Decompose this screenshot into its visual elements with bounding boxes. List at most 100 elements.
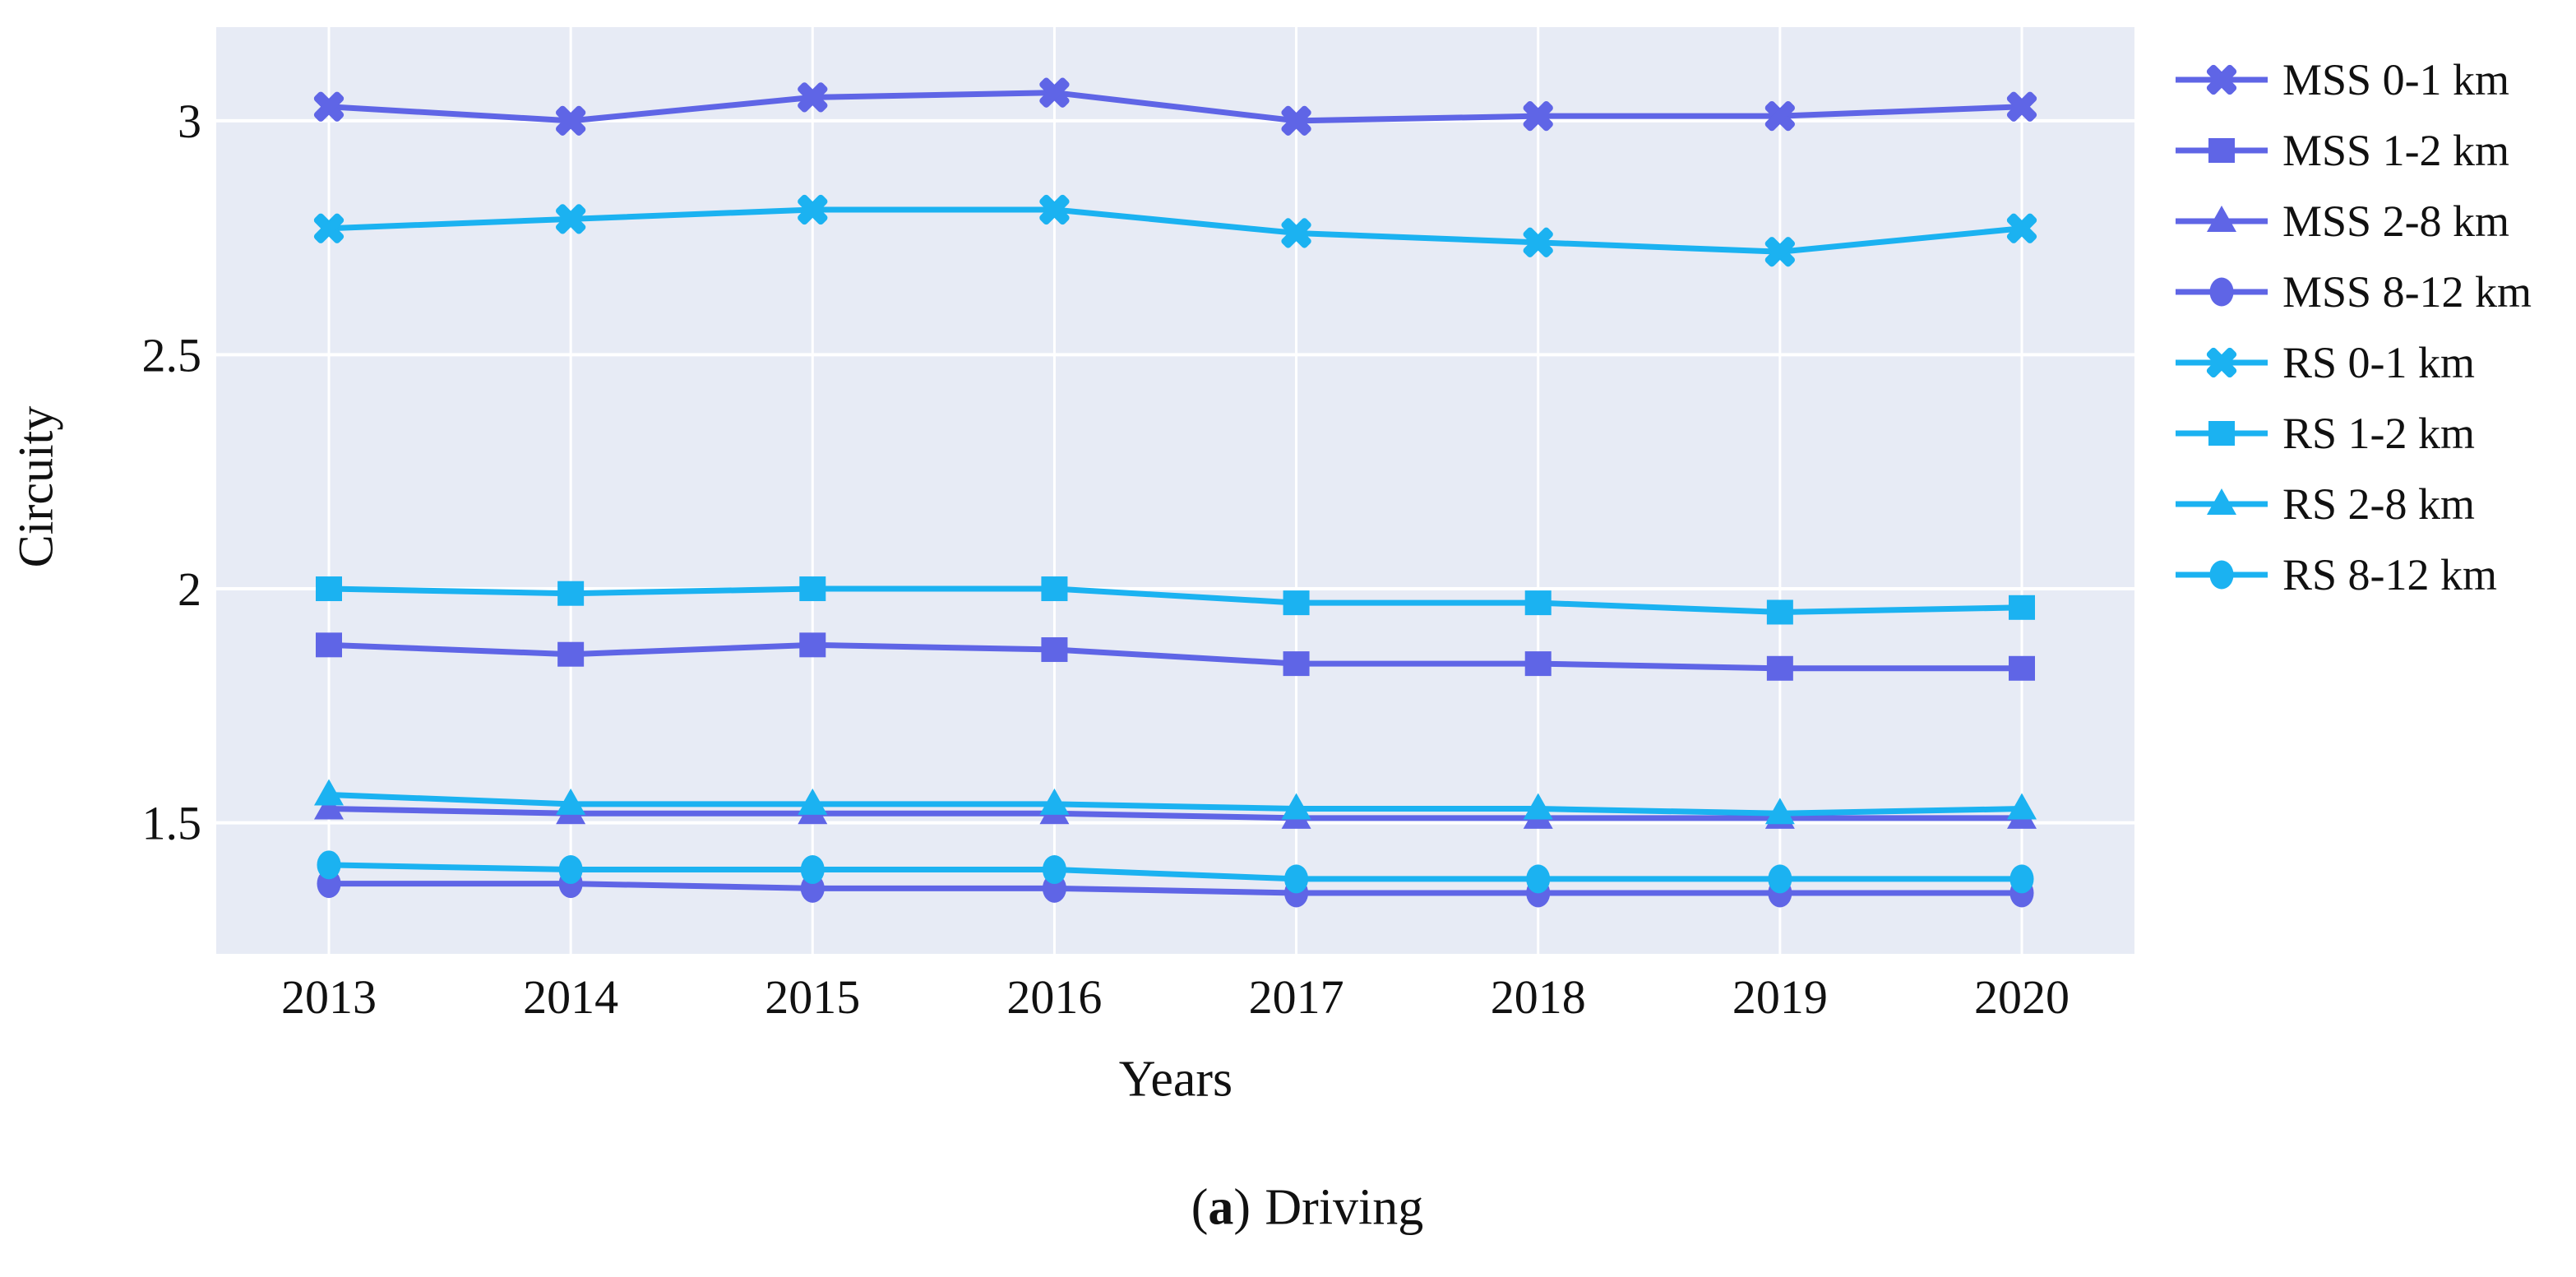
marker-square (2208, 138, 2235, 163)
y-tick-label: 3 (178, 95, 201, 148)
marker-x (1039, 77, 1070, 108)
marker-square (799, 576, 826, 602)
marker-x (556, 204, 586, 234)
marker-square (557, 581, 585, 606)
plot-background (216, 27, 2134, 954)
x-axis-title: Years (1118, 1051, 1233, 1108)
legend-triangle-marker-icon (2176, 206, 2268, 232)
marker-x (2206, 64, 2237, 95)
x-tick-label: 2019 (1732, 970, 1828, 1024)
marker-circle (1284, 864, 1309, 894)
y-tick-label: 2.5 (142, 328, 202, 382)
marker-square (1283, 651, 1310, 677)
marker-square (557, 641, 585, 667)
marker-square (2009, 595, 2035, 620)
legend-item-mss-8-12-km: MSS 8-12 km (2172, 257, 2532, 327)
marker-square (316, 632, 342, 658)
legend-label: RS 2-8 km (2282, 479, 2476, 529)
marker-square (1524, 590, 1552, 616)
marker-triangle (2207, 206, 2236, 232)
marker-circle (2209, 560, 2234, 590)
marker-square (2009, 655, 2035, 681)
marker-circle (2209, 277, 2234, 307)
marker-x (2206, 347, 2237, 378)
marker-circle (558, 855, 583, 885)
legend-label: MSS 1-2 km (2282, 126, 2510, 175)
legend-square-marker-icon (2176, 138, 2268, 163)
series-line-rs-0-1-km (326, 206, 2025, 255)
legend-circle-marker-icon (2176, 277, 2268, 307)
marker-triangle (1039, 788, 1070, 815)
marker-x (313, 213, 345, 243)
x-tick-label: 2014 (523, 970, 618, 1024)
x-tick-label: 2015 (765, 970, 860, 1024)
marker-circle (1768, 864, 1792, 894)
series-line-mss-2-8-km (326, 806, 2025, 821)
legend-circle-marker-icon (2176, 560, 2268, 590)
marker-square (1766, 599, 1793, 625)
marker-x (798, 82, 828, 113)
y-axis-title: Circuity (8, 405, 63, 568)
chart-legend: MSS 0-1 km MSS 1-2 km MSS 2-8 km MSS 8-12 k… (2172, 44, 2532, 610)
marker-circle (1526, 864, 1551, 894)
marker-x (2006, 91, 2037, 122)
y-tick-label: 1.5 (142, 797, 202, 850)
series-line-mss-0-1-km (326, 90, 2025, 124)
legend-item-rs-8-12-km: RS 8-12 km (2172, 539, 2532, 610)
caption-paren-close: ) (1233, 1179, 1251, 1236)
marker-square (1283, 590, 1310, 616)
y-tick-label: 2 (178, 562, 201, 616)
marker-x (1039, 194, 1070, 225)
marker-triangle (314, 779, 344, 806)
marker-triangle (1281, 793, 1311, 820)
marker-x (1523, 101, 1553, 132)
marker-triangle (2007, 793, 2037, 820)
caption-letter: a (1208, 1179, 1234, 1236)
marker-x (1281, 105, 1311, 136)
legend-item-mss-2-8-km: MSS 2-8 km (2172, 186, 2532, 257)
marker-x (1281, 218, 1311, 248)
marker-triangle (798, 788, 828, 815)
caption-paren-open: ( (1191, 1179, 1209, 1236)
marker-x (313, 91, 345, 122)
marker-triangle (314, 793, 344, 820)
legend-square-marker-icon (2176, 421, 2268, 446)
marker-triangle (1764, 798, 1795, 825)
legend-item-rs-1-2-km: RS 1-2 km (2172, 398, 2532, 469)
legend-x-marker-icon (2176, 64, 2268, 95)
legend-label: RS 0-1 km (2282, 338, 2476, 387)
legend-label: MSS 0-1 km (2282, 55, 2510, 104)
marker-x (1764, 237, 1795, 267)
x-tick-label: 2017 (1249, 970, 1344, 1024)
marker-circle (317, 850, 341, 880)
legend-triangle-marker-icon (2176, 488, 2268, 515)
series-line-rs-8-12-km (326, 862, 2025, 882)
x-tick-label: 2018 (1491, 970, 1586, 1024)
marker-square (799, 632, 826, 658)
legend-label: RS 1-2 km (2282, 409, 2476, 458)
marker-x (798, 194, 828, 225)
legend-item-rs-2-8-km: RS 2-8 km (2172, 469, 2532, 539)
marker-square (1041, 576, 1068, 602)
marker-square (1766, 655, 1793, 681)
marker-x (556, 105, 586, 136)
legend-label: MSS 8-12 km (2282, 267, 2532, 317)
marker-square (1524, 651, 1552, 677)
marker-circle (2009, 864, 2034, 894)
figure-caption: (a) Driving (1191, 1179, 1424, 1238)
marker-x (1523, 227, 1553, 257)
x-tick-label: 2020 (1974, 970, 2070, 1024)
legend-x-marker-icon (2176, 347, 2268, 378)
legend-label: MSS 2-8 km (2282, 197, 2510, 246)
caption-text: Driving (1265, 1179, 1424, 1236)
marker-square (316, 576, 342, 602)
series-line-mss-1-2-km (326, 641, 2025, 672)
marker-circle (1042, 855, 1066, 885)
series-line-mss-8-12-km (326, 881, 2025, 896)
marker-x (1764, 101, 1795, 132)
legend-item-rs-0-1-km: RS 0-1 km (2172, 327, 2532, 398)
legend-label: RS 8-12 km (2282, 550, 2498, 599)
legend-item-mss-0-1-km: MSS 0-1 km (2172, 44, 2532, 115)
